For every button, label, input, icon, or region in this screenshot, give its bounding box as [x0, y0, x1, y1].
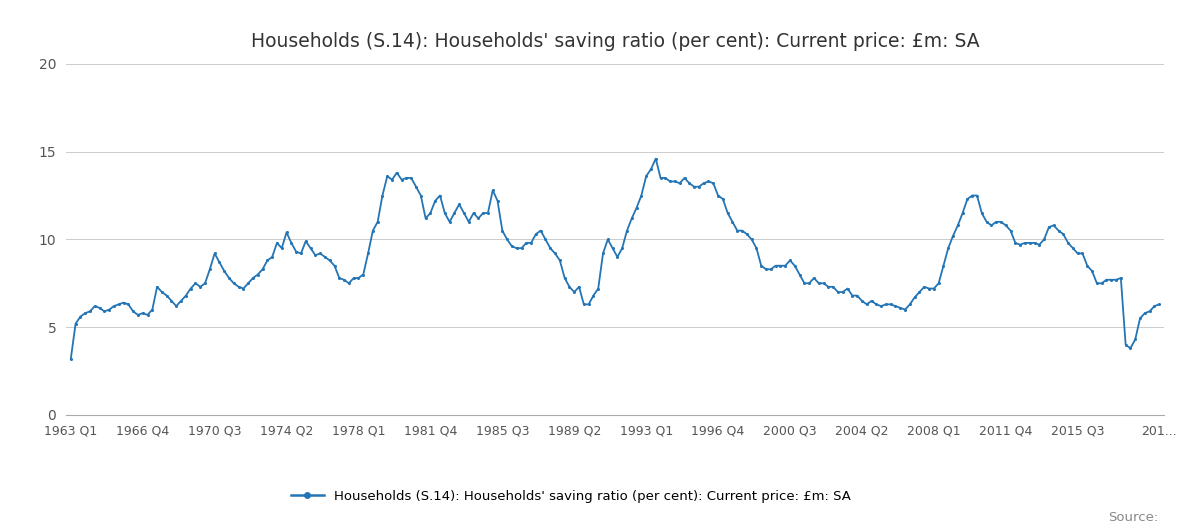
Title: Households (S.14): Households' saving ratio (per cent): Current price: £m: SA: Households (S.14): Households' saving ra… [251, 32, 979, 51]
Legend: Households (S.14): Households' saving ratio (per cent): Current price: £m: SA: Households (S.14): Households' saving ra… [286, 485, 857, 509]
Text: Source:: Source: [1108, 511, 1158, 525]
